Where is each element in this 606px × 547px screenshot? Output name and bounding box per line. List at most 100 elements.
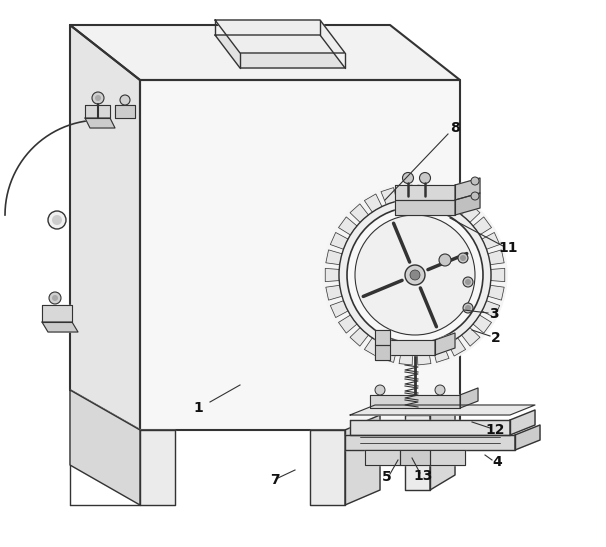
Circle shape bbox=[465, 305, 471, 311]
Text: 4: 4 bbox=[492, 455, 502, 469]
Polygon shape bbox=[491, 269, 505, 282]
Polygon shape bbox=[365, 450, 400, 465]
Polygon shape bbox=[140, 80, 460, 430]
Polygon shape bbox=[395, 185, 455, 200]
Polygon shape bbox=[510, 410, 535, 435]
Circle shape bbox=[355, 215, 475, 335]
Circle shape bbox=[92, 92, 104, 104]
Circle shape bbox=[52, 215, 62, 225]
Text: 5: 5 bbox=[382, 470, 392, 484]
Polygon shape bbox=[433, 345, 449, 363]
Text: 13: 13 bbox=[413, 469, 433, 483]
Polygon shape bbox=[515, 425, 540, 450]
Polygon shape bbox=[350, 204, 368, 223]
Circle shape bbox=[463, 277, 473, 287]
Circle shape bbox=[471, 192, 479, 200]
Polygon shape bbox=[70, 390, 140, 505]
Polygon shape bbox=[473, 315, 491, 333]
Polygon shape bbox=[326, 250, 342, 265]
Circle shape bbox=[49, 292, 61, 304]
Polygon shape bbox=[430, 450, 465, 465]
Polygon shape bbox=[330, 301, 348, 317]
Polygon shape bbox=[381, 345, 397, 363]
Circle shape bbox=[435, 385, 445, 395]
Circle shape bbox=[323, 183, 507, 367]
Polygon shape bbox=[85, 105, 110, 118]
Circle shape bbox=[463, 303, 473, 313]
Circle shape bbox=[439, 254, 451, 266]
Polygon shape bbox=[339, 217, 357, 235]
Polygon shape bbox=[435, 333, 455, 355]
Polygon shape bbox=[455, 178, 480, 200]
Circle shape bbox=[402, 172, 413, 183]
Polygon shape bbox=[345, 435, 515, 450]
Circle shape bbox=[465, 279, 471, 285]
Circle shape bbox=[405, 265, 425, 285]
Text: 1: 1 bbox=[193, 401, 203, 415]
Polygon shape bbox=[395, 200, 455, 215]
Text: 11: 11 bbox=[498, 241, 518, 255]
Circle shape bbox=[419, 172, 430, 183]
Text: 2: 2 bbox=[491, 331, 501, 345]
Circle shape bbox=[48, 211, 66, 229]
Circle shape bbox=[458, 253, 468, 263]
Polygon shape bbox=[418, 185, 431, 200]
Circle shape bbox=[375, 385, 385, 395]
Polygon shape bbox=[330, 232, 348, 249]
Polygon shape bbox=[460, 388, 478, 408]
Polygon shape bbox=[399, 350, 413, 365]
Polygon shape bbox=[375, 330, 390, 345]
Text: 3: 3 bbox=[489, 307, 499, 321]
Polygon shape bbox=[462, 328, 480, 346]
Polygon shape bbox=[42, 305, 72, 322]
Polygon shape bbox=[325, 269, 339, 282]
Polygon shape bbox=[455, 193, 480, 215]
Polygon shape bbox=[448, 194, 465, 212]
Circle shape bbox=[52, 295, 58, 301]
Polygon shape bbox=[70, 25, 140, 430]
Polygon shape bbox=[140, 430, 175, 505]
Polygon shape bbox=[488, 250, 504, 265]
Polygon shape bbox=[385, 340, 435, 355]
Polygon shape bbox=[375, 345, 390, 360]
Polygon shape bbox=[85, 118, 115, 128]
Polygon shape bbox=[399, 185, 413, 200]
Circle shape bbox=[339, 199, 491, 351]
Text: 8: 8 bbox=[450, 121, 460, 135]
Polygon shape bbox=[430, 400, 455, 490]
Polygon shape bbox=[448, 338, 465, 356]
Text: 12: 12 bbox=[485, 423, 505, 437]
Polygon shape bbox=[350, 328, 368, 346]
Polygon shape bbox=[70, 25, 460, 80]
Circle shape bbox=[471, 177, 479, 185]
Circle shape bbox=[347, 207, 483, 343]
Polygon shape bbox=[345, 415, 380, 505]
Polygon shape bbox=[42, 322, 78, 332]
Circle shape bbox=[95, 95, 101, 101]
Polygon shape bbox=[364, 194, 382, 212]
Polygon shape bbox=[310, 430, 345, 505]
Polygon shape bbox=[418, 350, 431, 365]
Polygon shape bbox=[433, 188, 449, 205]
Polygon shape bbox=[381, 188, 397, 205]
Polygon shape bbox=[405, 415, 430, 490]
Polygon shape bbox=[326, 286, 342, 300]
Polygon shape bbox=[215, 20, 345, 53]
Text: 7: 7 bbox=[270, 473, 280, 487]
Circle shape bbox=[120, 95, 130, 105]
Polygon shape bbox=[462, 204, 480, 223]
Polygon shape bbox=[350, 405, 535, 415]
Polygon shape bbox=[400, 450, 430, 465]
Polygon shape bbox=[350, 420, 510, 435]
Polygon shape bbox=[364, 338, 382, 356]
Polygon shape bbox=[115, 105, 135, 118]
Circle shape bbox=[410, 270, 420, 280]
Polygon shape bbox=[370, 395, 460, 408]
Circle shape bbox=[460, 255, 466, 261]
Polygon shape bbox=[473, 217, 491, 235]
Polygon shape bbox=[215, 35, 345, 68]
Polygon shape bbox=[488, 286, 504, 300]
Polygon shape bbox=[482, 301, 500, 317]
Polygon shape bbox=[339, 315, 357, 333]
Polygon shape bbox=[482, 232, 500, 249]
